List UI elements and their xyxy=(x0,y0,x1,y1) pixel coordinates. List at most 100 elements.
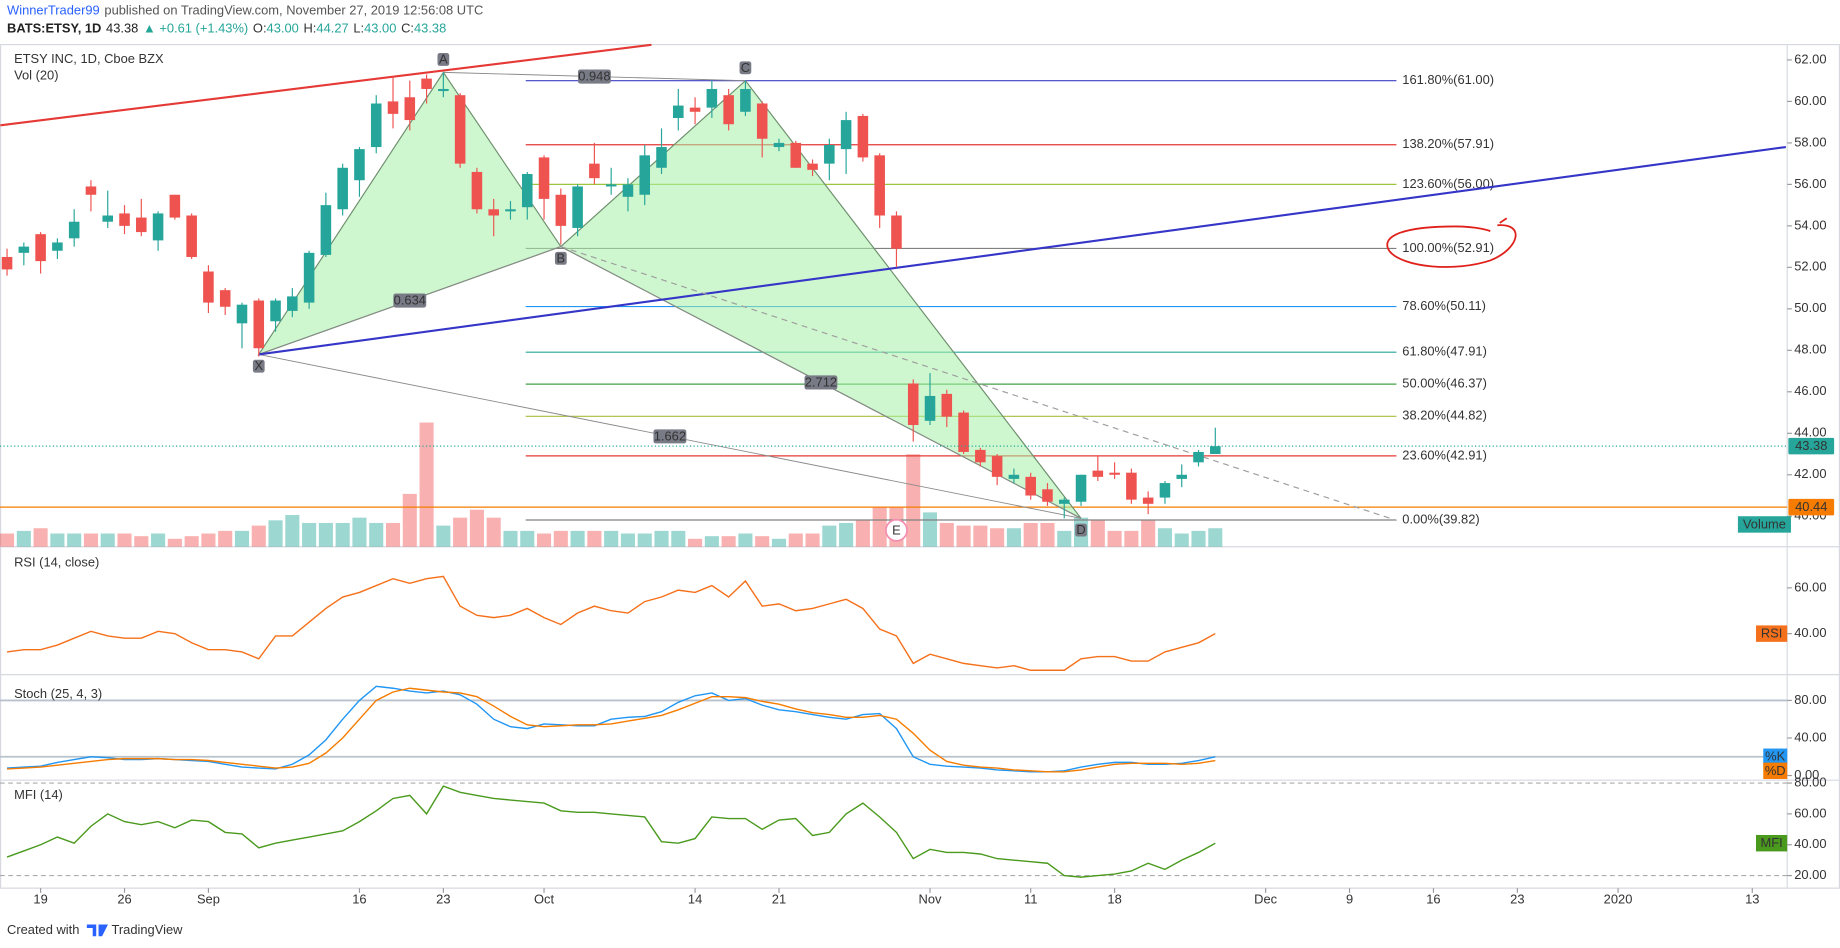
volume-bar xyxy=(16,530,31,547)
candle-body xyxy=(152,213,164,241)
volume-bar xyxy=(83,533,98,547)
candle-body xyxy=(270,300,281,322)
candle-body xyxy=(1092,470,1104,477)
candle-body xyxy=(219,290,231,307)
candle-body xyxy=(102,215,114,222)
volume-bar xyxy=(671,530,686,547)
point-label: A xyxy=(439,51,448,66)
candle-body xyxy=(656,147,667,168)
ratio-label: 0.948 xyxy=(578,69,610,84)
o: 43.00 xyxy=(267,21,299,36)
volume-bar xyxy=(973,525,988,547)
volume-bar xyxy=(553,530,568,547)
x-tick-label: 21 xyxy=(772,891,786,906)
fib-label: 38.20%(44.82) xyxy=(1402,408,1487,423)
indicator-line xyxy=(7,687,1216,773)
volume-bar xyxy=(151,533,166,547)
x-tick-label: 9 xyxy=(1346,891,1353,906)
series-badge-bg xyxy=(1763,762,1788,780)
fib-label: 138.20%(57.91) xyxy=(1402,136,1494,151)
volume-bar xyxy=(872,507,887,547)
candle-body xyxy=(991,456,1003,477)
symbol: BATS:ETSY, 1D xyxy=(7,21,101,36)
trendline xyxy=(0,43,652,127)
candle-body xyxy=(790,142,802,168)
ratio-label: 2.712 xyxy=(805,374,837,389)
fib-label: 50.00%(46.37) xyxy=(1402,376,1487,391)
series-badge: RSI xyxy=(1761,626,1783,641)
event-label: E xyxy=(892,522,901,537)
y-tick-label: 50.00 xyxy=(1794,300,1826,315)
fib-label: 123.60%(56.00) xyxy=(1402,176,1494,191)
volume-bar xyxy=(134,536,149,547)
point-badge xyxy=(437,53,450,66)
y-tick-label: 60.00 xyxy=(1794,93,1826,108)
volume-bar xyxy=(1040,522,1055,547)
candle-body xyxy=(740,88,751,112)
volume-bar xyxy=(855,520,870,547)
series-badge-bg xyxy=(1763,748,1788,765)
volume-bar xyxy=(1208,528,1223,547)
candle-body xyxy=(807,163,818,170)
candle-body xyxy=(555,194,567,226)
volume-bar xyxy=(805,533,820,547)
volume-bar xyxy=(755,536,770,547)
volume-bar xyxy=(537,533,552,547)
candle-body xyxy=(689,107,701,112)
volume-bar xyxy=(402,493,417,547)
candle-body xyxy=(438,88,449,92)
y-tick-label: 48.00 xyxy=(1794,342,1826,357)
y-tick-label: 54.00 xyxy=(1794,217,1826,232)
candle-body xyxy=(975,449,986,463)
x-tick-label: Dec xyxy=(1254,891,1277,906)
candle-body xyxy=(589,163,600,179)
y-tick-label: 80.00 xyxy=(1794,692,1826,707)
last-price-badge: 43.38 xyxy=(1795,438,1827,453)
l-label: L: xyxy=(353,21,364,36)
series-badge: MFI xyxy=(1760,835,1782,850)
candle-body xyxy=(404,97,416,121)
volume-bar xyxy=(637,533,652,547)
y-tick-label: 60.00 xyxy=(1794,805,1826,820)
author[interactable]: WinnerTrader99 xyxy=(7,3,100,18)
candle-body xyxy=(370,103,382,148)
volume-bar xyxy=(1191,530,1206,547)
volume-bar xyxy=(33,528,48,547)
fib-label: 161.80%(61.00) xyxy=(1402,72,1494,87)
trendline xyxy=(560,246,1397,521)
volume-bar xyxy=(251,525,266,547)
footer-brand[interactable]: TradingView xyxy=(111,922,183,937)
volume-bar xyxy=(922,512,938,547)
y-tick-label: 52.00 xyxy=(1794,259,1826,274)
volume-bar xyxy=(117,533,132,547)
x-tick-label: Nov xyxy=(919,891,942,906)
candle-body xyxy=(186,215,197,257)
fib-label: 23.60%(42.91) xyxy=(1402,447,1487,462)
candle-body xyxy=(203,271,214,303)
hand-drawn-circle xyxy=(1386,217,1517,268)
header-line-1: WinnerTrader99 published on TradingView.c… xyxy=(7,3,483,18)
indicator-line xyxy=(6,785,1216,878)
volume-bar xyxy=(419,422,434,547)
indicator-line xyxy=(7,685,1216,773)
volume-bar xyxy=(285,515,300,547)
volume-bar xyxy=(587,530,602,547)
candle-body xyxy=(1142,497,1154,504)
fib-label: 0.00%(39.82) xyxy=(1402,511,1479,526)
candle-body xyxy=(35,234,46,262)
x-tick-label: 11 xyxy=(1024,891,1037,906)
x-tick-label: Oct xyxy=(534,891,554,906)
x-tick-label: 26 xyxy=(117,891,131,906)
candle-body xyxy=(521,174,533,208)
candle-body xyxy=(320,205,332,255)
o-label: O: xyxy=(253,21,267,36)
candle-body xyxy=(236,304,248,324)
candle-body xyxy=(622,184,634,197)
fib-label: 100.00%(52.91) xyxy=(1402,240,1494,255)
candle-body xyxy=(387,101,399,114)
volume-bar xyxy=(1006,528,1021,547)
series-badge: %K xyxy=(1765,749,1785,764)
y-tick-label: 80.00 xyxy=(1794,774,1826,789)
ratio-label: 1.662 xyxy=(654,428,686,443)
candle-body xyxy=(52,242,63,251)
